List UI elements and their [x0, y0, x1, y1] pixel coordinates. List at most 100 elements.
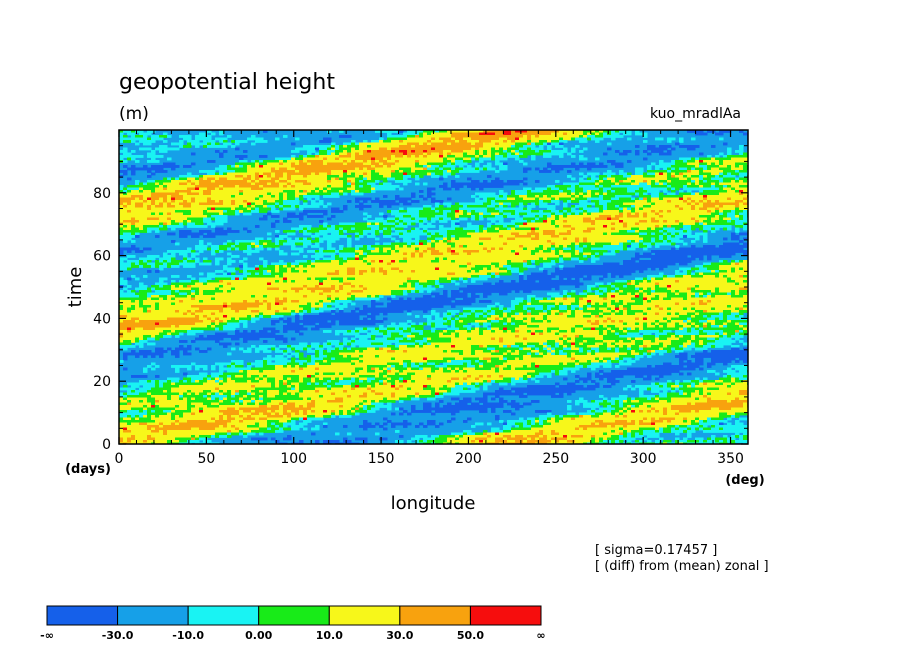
- field-cell: [719, 180, 724, 183]
- field-cell: [703, 235, 708, 238]
- field-cell: [407, 172, 428, 176]
- field-cell: [151, 190, 156, 193]
- field-cell: [275, 235, 280, 238]
- field-cell: [387, 272, 448, 276]
- field-cell: [311, 360, 316, 363]
- field-cell: [391, 332, 400, 336]
- field-cell: [383, 342, 392, 346]
- field-cell: [259, 210, 268, 213]
- field-cell: [639, 327, 644, 331]
- field-cell: [383, 182, 392, 186]
- field-cell: [603, 302, 608, 306]
- field-cell: [327, 340, 340, 343]
- field-cell: [651, 200, 668, 203]
- field-cell: [327, 295, 332, 298]
- field-cell: [687, 360, 692, 363]
- field-cell: [607, 347, 612, 351]
- field-cell: [679, 292, 688, 296]
- field-cell: [247, 370, 260, 373]
- field-cell: [147, 155, 164, 158]
- field-cell: [395, 365, 404, 368]
- field-cell: [423, 250, 428, 253]
- field-cell: [711, 292, 728, 296]
- field-cell: [279, 287, 292, 291]
- field-cell: [603, 360, 608, 363]
- field-cell: [163, 330, 172, 333]
- field-cell: [655, 322, 660, 326]
- field-cell: [679, 157, 692, 161]
- field-cell: [635, 342, 644, 346]
- field-cell: [187, 345, 192, 348]
- field-cell: [599, 325, 604, 328]
- field-cell: [119, 325, 172, 328]
- field-cell: [411, 215, 420, 218]
- field-cell: [331, 185, 344, 188]
- field-cell: [131, 340, 136, 343]
- field-cell: [511, 220, 528, 223]
- field-cell: [123, 227, 132, 231]
- field-cell: [575, 167, 580, 171]
- field-cell: [487, 205, 496, 208]
- field-cell: [643, 135, 648, 138]
- field-cell: [455, 160, 464, 163]
- field-cell: [271, 172, 276, 176]
- field-cell: [675, 162, 688, 166]
- field-cell: [719, 162, 724, 166]
- field-cell: [343, 262, 368, 266]
- field-cell: [231, 347, 236, 351]
- field-cell: [311, 262, 340, 266]
- field-cell: [307, 197, 312, 201]
- field-cell: [627, 177, 668, 181]
- field-cell: [167, 197, 172, 201]
- field-cell: [407, 130, 424, 133]
- field-cell: [307, 190, 312, 193]
- field-cell: [339, 155, 352, 158]
- field-cell: [655, 165, 672, 168]
- field-cell: [711, 322, 716, 326]
- field-cell: [287, 290, 296, 293]
- field-cell: [471, 295, 480, 298]
- field-cell: [343, 227, 352, 231]
- field-cell: [139, 350, 152, 353]
- field-cell: [583, 325, 600, 328]
- field-cell: [119, 320, 124, 323]
- field-cell: [167, 217, 172, 221]
- field-cell: [603, 340, 616, 343]
- field-cell: [435, 267, 440, 271]
- field-cell: [219, 370, 224, 373]
- field-cell: [683, 222, 696, 226]
- field-cell: [291, 252, 300, 256]
- field-cell: [487, 200, 492, 203]
- field-cell: [695, 160, 700, 163]
- field-cell: [303, 175, 308, 178]
- field-cell: [571, 227, 576, 231]
- field-cell: [571, 207, 576, 211]
- field-cell: [371, 160, 376, 163]
- field-cell: [475, 230, 480, 233]
- field-cell: [691, 335, 696, 338]
- field-cell: [259, 267, 276, 271]
- field-cell: [347, 260, 364, 263]
- field-cell: [587, 190, 592, 193]
- field-cell: [439, 232, 448, 236]
- field-cell: [343, 185, 352, 188]
- field-cell: [475, 192, 496, 196]
- field-cell: [143, 182, 148, 186]
- field-cell: [427, 242, 432, 246]
- field-cell: [519, 302, 528, 306]
- field-cell: [567, 352, 572, 356]
- field-cell: [231, 195, 236, 198]
- field-cell: [619, 300, 624, 303]
- field-cell: [463, 357, 480, 361]
- field-cell: [439, 165, 444, 168]
- field-cell: [723, 237, 728, 241]
- field-cell: [731, 220, 736, 223]
- field-cell: [383, 272, 388, 276]
- field-cell: [155, 200, 164, 203]
- field-cell: [439, 367, 444, 371]
- field-cell: [651, 197, 660, 201]
- field-cell: [339, 232, 344, 236]
- field-cell: [547, 292, 560, 296]
- field-cell: [159, 280, 164, 283]
- field-cell: [371, 175, 384, 178]
